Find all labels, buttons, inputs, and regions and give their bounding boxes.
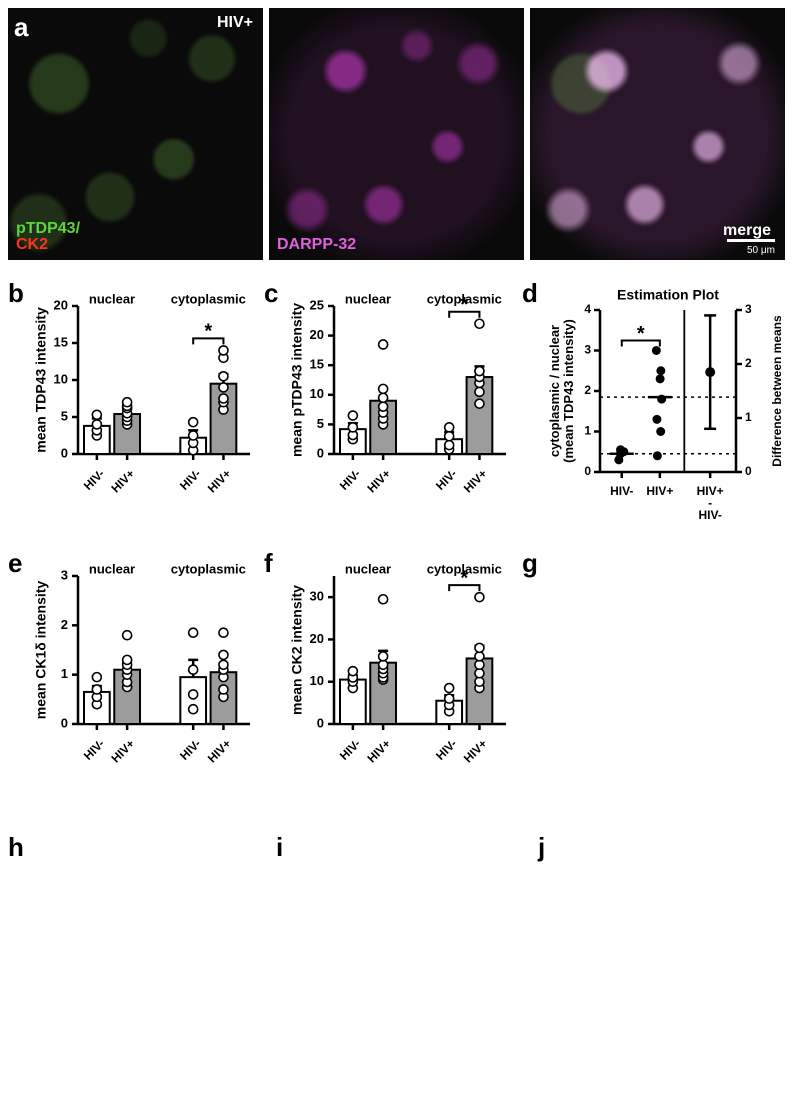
svg-text:nuclear: nuclear bbox=[345, 291, 391, 306]
svg-text:4: 4 bbox=[584, 302, 591, 316]
svg-text:20: 20 bbox=[310, 327, 324, 342]
chart-e: 0123nuclearcytoplasmicHIV-HIV+HIV-HIV+me… bbox=[28, 556, 258, 788]
svg-text:HIV-: HIV- bbox=[433, 466, 459, 492]
svg-text:3: 3 bbox=[584, 343, 591, 357]
svg-text:nuclear: nuclear bbox=[345, 561, 391, 576]
svg-text:Estimation Plot: Estimation Plot bbox=[617, 287, 719, 303]
svg-text:HIV-: HIV- bbox=[337, 736, 363, 762]
ck2-label: CK2 bbox=[16, 236, 48, 254]
svg-text:HIV+: HIV+ bbox=[205, 736, 234, 765]
svg-text:2: 2 bbox=[745, 356, 752, 370]
figure-container: a HIV+ pTDP43/ CK2 DARPP-32 merge 50 μm … bbox=[0, 0, 793, 1107]
chart-b: 05101520nuclearcytoplasmicHIV-HIV+HIV-HI… bbox=[28, 286, 258, 518]
svg-text:0: 0 bbox=[317, 715, 324, 730]
svg-text:10: 10 bbox=[310, 386, 324, 401]
panel-letter-d: d bbox=[522, 278, 538, 309]
svg-text:HIV-: HIV- bbox=[433, 736, 459, 762]
svg-text:HIV-: HIV- bbox=[610, 484, 633, 498]
panel-letter-j: j bbox=[538, 832, 545, 863]
svg-text:mean TDP43 intensity: mean TDP43 intensity bbox=[33, 307, 49, 453]
svg-text:*: * bbox=[637, 323, 645, 345]
panel-letter-f: f bbox=[264, 548, 273, 579]
svg-text:0: 0 bbox=[317, 445, 324, 460]
chart-d: 0 1 2 3 4 0 1 2 3 Estimation Plot * HIV- HIV+ HIV+-HI… bbox=[542, 286, 788, 538]
svg-text:0: 0 bbox=[61, 445, 68, 460]
svg-text:HIV-: HIV- bbox=[337, 466, 363, 492]
speckle-bg bbox=[269, 8, 524, 260]
chart-f: 0102030nuclearcytoplasmicHIV-HIV+HIV-HIV… bbox=[284, 556, 514, 788]
svg-text:nuclear: nuclear bbox=[89, 561, 135, 576]
panel-letter-g: g bbox=[522, 548, 538, 579]
svg-text:25: 25 bbox=[310, 297, 324, 312]
svg-text:15: 15 bbox=[310, 357, 324, 372]
svg-text:3: 3 bbox=[745, 302, 752, 316]
svg-text:HIV+: HIV+ bbox=[364, 466, 393, 495]
svg-text:*: * bbox=[204, 321, 212, 343]
microscopy-panel-merge: merge 50 μm bbox=[530, 8, 785, 260]
svg-text:1: 1 bbox=[61, 666, 68, 681]
svg-text:10: 10 bbox=[54, 371, 68, 386]
microscopy-panel-ptdp43-ck2: a HIV+ pTDP43/ CK2 bbox=[8, 8, 263, 260]
svg-text:cytoplasmic: cytoplasmic bbox=[171, 291, 246, 306]
svg-text:3: 3 bbox=[61, 567, 68, 582]
svg-text:HIV+: HIV+ bbox=[205, 466, 234, 495]
panel-letter-c: c bbox=[264, 278, 278, 309]
chart-h bbox=[28, 840, 274, 1098]
svg-text:nuclear: nuclear bbox=[89, 291, 135, 306]
svg-text:HIV+-HIV-: HIV+-HIV- bbox=[697, 484, 724, 522]
chart-c: 0510152025nuclearcytoplasmicHIV-HIV+HIV-… bbox=[284, 286, 514, 518]
svg-text:20: 20 bbox=[310, 631, 324, 646]
svg-text:2: 2 bbox=[584, 383, 591, 397]
svg-text:20: 20 bbox=[54, 297, 68, 312]
panel-letter-b: b bbox=[8, 278, 24, 309]
microscopy-row: a HIV+ pTDP43/ CK2 DARPP-32 merge 50 μm bbox=[8, 8, 785, 260]
svg-text:30: 30 bbox=[310, 589, 324, 604]
chart-i bbox=[296, 840, 542, 1098]
chart-j bbox=[558, 840, 788, 1098]
svg-text:mean pTDP43 intensity: mean pTDP43 intensity bbox=[289, 303, 305, 457]
svg-text:5: 5 bbox=[61, 408, 68, 423]
svg-text:HIV+: HIV+ bbox=[646, 484, 673, 498]
svg-text:10: 10 bbox=[310, 673, 324, 688]
svg-text:0: 0 bbox=[61, 715, 68, 730]
svg-text:Difference between means: Difference between means bbox=[770, 315, 784, 467]
scale-text: 50 μm bbox=[747, 245, 775, 256]
svg-text:15: 15 bbox=[54, 334, 68, 349]
svg-text:1: 1 bbox=[584, 424, 591, 438]
svg-text:1: 1 bbox=[745, 410, 752, 424]
svg-text:HIV-: HIV- bbox=[177, 736, 203, 762]
panel-letter-h: h bbox=[8, 832, 24, 863]
svg-text:2: 2 bbox=[61, 617, 68, 632]
svg-text:0: 0 bbox=[745, 464, 752, 478]
hiv-label: HIV+ bbox=[217, 14, 253, 32]
svg-text:5: 5 bbox=[317, 416, 324, 431]
svg-text:mean CK2 intensity: mean CK2 intensity bbox=[289, 585, 305, 715]
svg-text:mean CK1δ intensity: mean CK1δ intensity bbox=[33, 581, 49, 720]
panel-letter-a: a bbox=[14, 12, 28, 43]
panel-letter-e: e bbox=[8, 548, 22, 579]
darpp32-label: DARPP-32 bbox=[277, 236, 356, 254]
chart-g bbox=[542, 556, 788, 808]
svg-text:HIV+: HIV+ bbox=[461, 736, 490, 765]
svg-text:cytoplasmic / nuclear(mean TDP: cytoplasmic / nuclear(mean TDP43 intensi… bbox=[547, 319, 576, 463]
svg-text:HIV+: HIV+ bbox=[461, 466, 490, 495]
svg-text:*: * bbox=[460, 294, 468, 316]
svg-text:HIV+: HIV+ bbox=[108, 736, 137, 765]
svg-text:HIV-: HIV- bbox=[81, 736, 107, 762]
merge-label: merge bbox=[723, 222, 771, 240]
svg-text:0: 0 bbox=[584, 464, 591, 478]
svg-text:*: * bbox=[460, 567, 468, 589]
svg-text:HIV+: HIV+ bbox=[364, 736, 393, 765]
svg-text:HIV-: HIV- bbox=[177, 466, 203, 492]
panel-letter-i: i bbox=[276, 832, 283, 863]
svg-text:cytoplasmic: cytoplasmic bbox=[171, 561, 246, 576]
svg-text:HIV+: HIV+ bbox=[108, 466, 137, 495]
scale-bar bbox=[727, 239, 775, 242]
microscopy-panel-darpp32: DARPP-32 bbox=[269, 8, 524, 260]
svg-text:HIV-: HIV- bbox=[81, 466, 107, 492]
